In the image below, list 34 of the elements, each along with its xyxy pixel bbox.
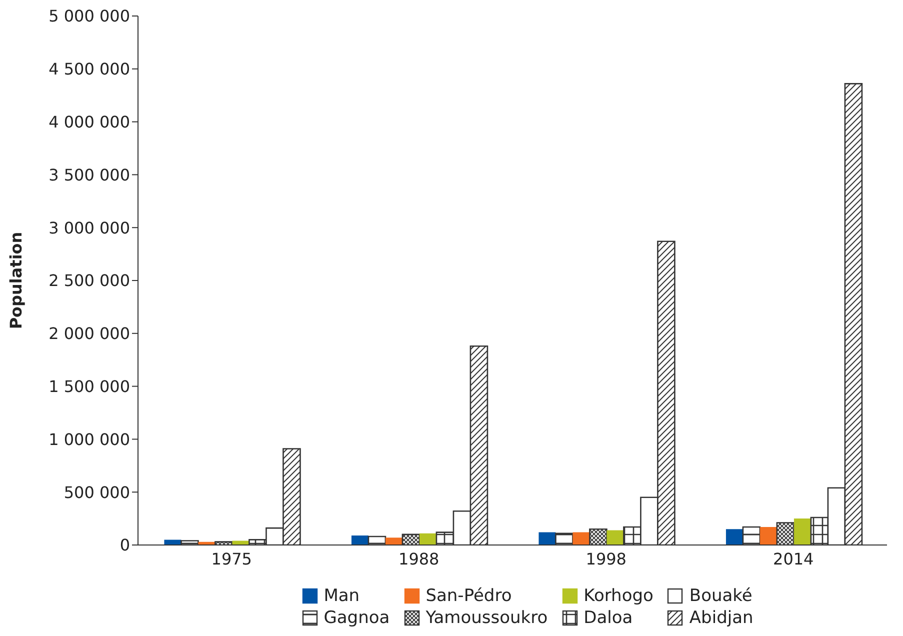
bar — [760, 527, 777, 545]
bar — [351, 535, 368, 545]
y-tick-label: 2 000 000 — [48, 324, 130, 344]
legend-label: Gagnoa — [324, 608, 390, 628]
bar — [726, 529, 743, 545]
legend-label: Daloa — [584, 608, 633, 628]
legend-label: Abidjan — [689, 608, 754, 628]
legend-label: Korhogo — [584, 586, 654, 606]
y-tick-label: 1 000 000 — [48, 430, 130, 449]
y-tick-label: 3 000 000 — [48, 218, 130, 238]
bar — [164, 540, 182, 545]
bar — [385, 538, 402, 545]
bar — [606, 530, 624, 545]
bar — [572, 532, 590, 545]
y-tick-label: 4 500 000 — [48, 60, 130, 79]
y-tick-label: 0 — [120, 536, 130, 555]
legend-label: San-Pédro — [426, 586, 512, 606]
x-tick-label: 2014 — [773, 549, 814, 568]
x-tick-label: 1998 — [586, 549, 626, 568]
bar — [419, 533, 436, 545]
legend-label: Man — [324, 586, 360, 606]
y-tick-label: 1 500 000 — [48, 376, 130, 396]
legend-label: Yamoussoukro — [426, 608, 548, 628]
y-tick-label: 5 000 000 — [48, 6, 130, 26]
bar — [794, 518, 811, 545]
x-tick-label: 1975 — [211, 549, 252, 568]
y-axis-title: Population — [6, 232, 26, 330]
y-tick-label: 500 000 — [64, 482, 130, 502]
legend-label: Bouaké — [689, 586, 752, 606]
y-tick-label: 4 000 000 — [48, 112, 130, 132]
bar — [538, 532, 556, 545]
y-tick-label: 3 500 000 — [48, 165, 130, 184]
y-tick-label: 2 500 000 — [48, 271, 130, 290]
x-tick-label: 1988 — [398, 549, 440, 568]
